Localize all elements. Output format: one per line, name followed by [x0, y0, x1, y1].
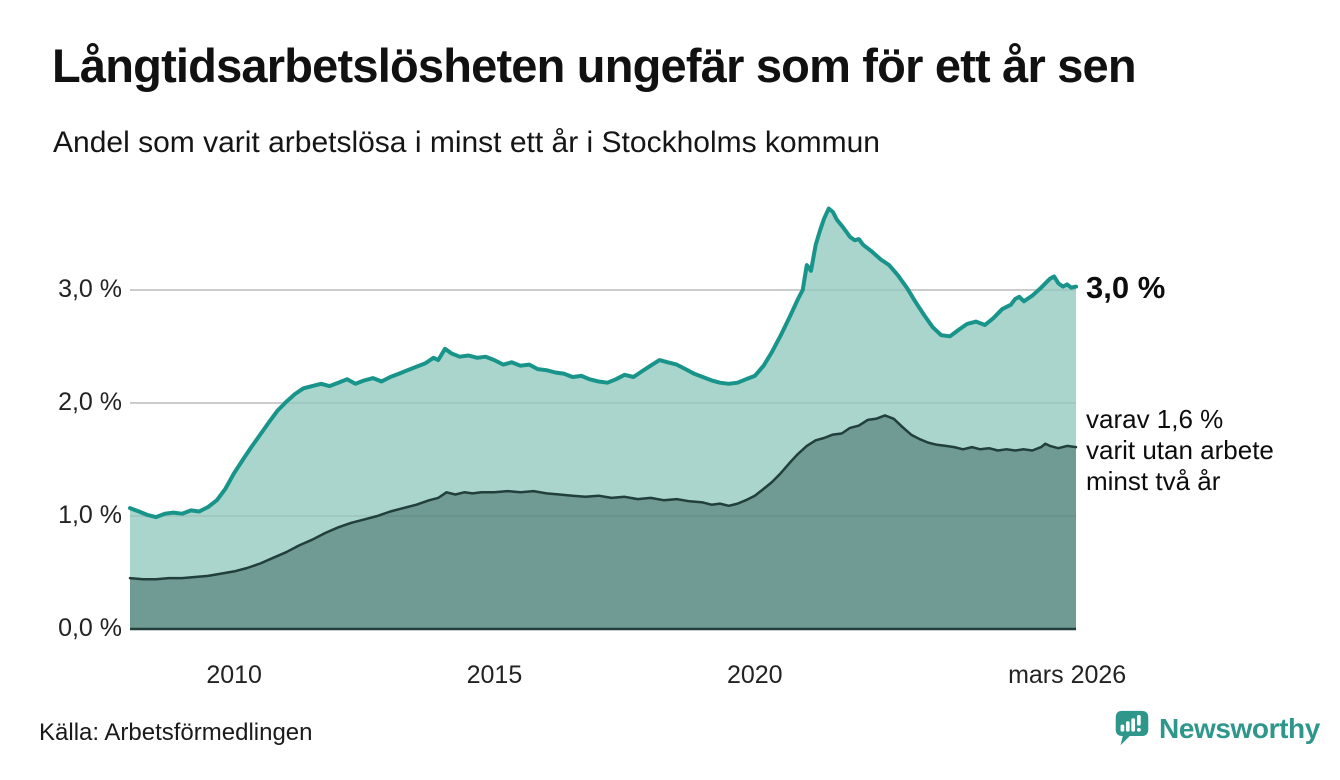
series1-end-value-label: 3,0 %: [1086, 270, 1166, 305]
series2-annotation-line2: varit utan arbete: [1086, 435, 1274, 465]
chart-title: Långtidsarbetslösheten ungefär som för e…: [52, 39, 1137, 92]
y-tick-label: 3,0 %: [58, 275, 122, 303]
area-fills: [130, 208, 1076, 629]
source-credit: Källa: Arbetsförmedlingen: [39, 719, 313, 746]
series-lines: [128, 206, 1078, 631]
x-tick-label: 2020: [726, 661, 783, 689]
y-tick-label: 0,0 %: [58, 614, 122, 642]
bar-chart-exclamation-glyph: [1120, 714, 1141, 732]
newsworthy-logo: Newsworthy: [1115, 710, 1320, 748]
series2-annotation: varav 1,6 % varit utan arbete minst två …: [1086, 404, 1274, 497]
chart-subtitle: Andel som varit arbetslösa i minst ett å…: [53, 126, 880, 159]
x-tick-label: mars 2026: [1008, 661, 1127, 689]
series2-annotation-line1: varav 1,6 %: [1086, 404, 1224, 434]
area-series-2: [130, 415, 1076, 629]
line-series-2: [128, 414, 1078, 581]
newsworthy-logo-text: Newsworthy: [1159, 713, 1320, 744]
series2-annotation-line3: minst två år: [1086, 466, 1221, 496]
x-tick-label: 2015: [466, 661, 523, 689]
y-tick-label: 2,0 %: [58, 388, 122, 416]
newsworthy-logo-icon: [1115, 710, 1149, 746]
y-tick-label: 1,0 %: [58, 501, 122, 529]
line-series-1: [128, 206, 1078, 520]
x-tick-label: 2010: [206, 661, 262, 689]
